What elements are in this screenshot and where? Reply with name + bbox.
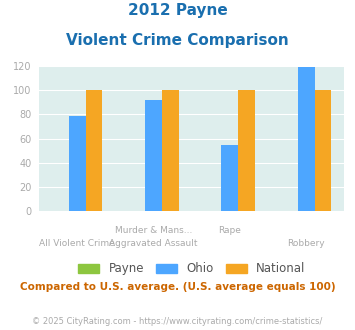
Bar <box>298 67 315 211</box>
Text: © 2025 CityRating.com - https://www.cityrating.com/crime-statistics/: © 2025 CityRating.com - https://www.city… <box>32 317 323 326</box>
Legend: Payne, Ohio, National: Payne, Ohio, National <box>73 258 310 280</box>
Bar <box>162 90 179 211</box>
Text: Rape: Rape <box>218 226 241 235</box>
Bar <box>315 90 331 211</box>
Text: All Violent Crime: All Violent Crime <box>39 239 115 248</box>
Bar <box>238 90 255 211</box>
Bar <box>69 115 86 211</box>
Bar <box>222 145 238 211</box>
Text: Robbery: Robbery <box>288 239 325 248</box>
Text: Murder & Mans...: Murder & Mans... <box>115 226 192 235</box>
Text: 2012 Payne: 2012 Payne <box>128 3 227 18</box>
Text: Violent Crime Comparison: Violent Crime Comparison <box>66 33 289 48</box>
Text: Aggravated Assault: Aggravated Assault <box>109 239 198 248</box>
Bar <box>145 100 162 211</box>
Text: Compared to U.S. average. (U.S. average equals 100): Compared to U.S. average. (U.S. average … <box>20 282 335 292</box>
Bar <box>86 90 102 211</box>
